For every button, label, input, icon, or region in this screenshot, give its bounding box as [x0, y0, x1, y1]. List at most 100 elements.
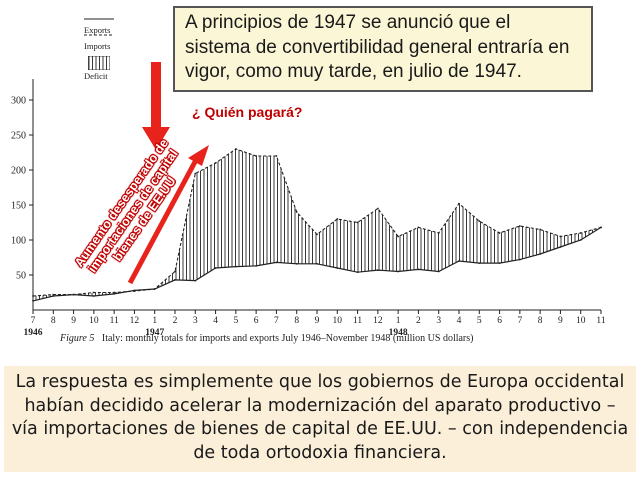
x-tick-label: 11	[596, 316, 605, 326]
export-point	[539, 253, 542, 255]
import-point	[478, 220, 481, 223]
legend-label: Deficit	[84, 71, 108, 82]
figure-caption: Figure 5 Italy: monthly totals for impor…	[60, 333, 474, 344]
legend-hatch-icon	[88, 56, 110, 71]
x-tick-label: 10	[576, 316, 586, 326]
series-lines	[32, 148, 602, 302]
figure-label: Figure 5	[60, 333, 95, 344]
y-tick-label: 200	[11, 166, 26, 177]
x-tick-label: 9	[71, 316, 76, 326]
x-tick-label: 9	[315, 316, 320, 326]
legend-item-imports: Imports	[84, 28, 120, 51]
export-point	[32, 300, 34, 302]
arrows	[127, 62, 209, 285]
convertibility-callout: A principios de 1947 se anunció que el s…	[173, 6, 593, 92]
x-tick-label: 6	[497, 316, 502, 326]
y-tick-label: 150	[11, 201, 26, 212]
export-point	[92, 295, 95, 297]
y-tick-label: 250	[11, 131, 26, 142]
year-label: 1946	[24, 328, 43, 338]
import-point	[417, 226, 420, 229]
up-arrow-head-icon	[188, 145, 209, 166]
legend-label: Exports	[84, 25, 111, 35]
export-point	[295, 262, 298, 265]
export-point	[174, 279, 176, 281]
export-point	[579, 239, 582, 241]
import-point	[174, 270, 176, 273]
x-tick-label: 6	[254, 316, 259, 326]
export-point	[194, 279, 197, 282]
import-point	[214, 162, 217, 164]
import-point	[336, 218, 339, 220]
export-point	[498, 262, 501, 264]
import-point	[356, 221, 359, 224]
x-tick-label: 8	[294, 316, 299, 326]
x-tick-label: 4	[457, 316, 462, 326]
export-point	[397, 270, 400, 273]
x-tick-label: 7	[517, 316, 522, 326]
export-point	[376, 269, 379, 271]
legend-dashed-line-icon	[84, 34, 114, 36]
import-point	[498, 232, 501, 234]
import-point	[458, 202, 460, 205]
year-label: 1948	[389, 328, 408, 338]
import-point	[153, 288, 156, 290]
export-point	[275, 261, 278, 264]
x-tick-label: 2	[173, 316, 178, 326]
x-tick-label: 10	[333, 316, 343, 326]
y-tick-label: 100	[11, 236, 26, 247]
legend-label: Imports	[84, 41, 111, 51]
x-tick-label: 9	[558, 316, 563, 326]
export-point	[113, 293, 116, 295]
x-tick-label: 1	[396, 316, 401, 326]
import-point	[32, 295, 34, 297]
import-point	[72, 293, 75, 296]
import-point	[255, 155, 258, 157]
x-tick-label: 8	[538, 316, 543, 326]
import-point	[518, 225, 521, 227]
import-point	[133, 290, 136, 292]
x-tick-label: 11	[353, 316, 362, 326]
x-tick-label: 4	[213, 316, 218, 326]
import-point	[316, 233, 318, 236]
x-tick-label: 7	[31, 316, 36, 326]
export-point	[478, 262, 481, 264]
export-point	[336, 267, 339, 269]
import-point	[275, 155, 278, 157]
export-point	[316, 262, 318, 265]
export-point	[417, 268, 420, 271]
y-tick-label: 50	[16, 271, 26, 282]
import-point	[559, 235, 562, 238]
import-point	[437, 232, 440, 234]
import-point	[295, 211, 298, 213]
conclusion-box: La respuesta es simplemente que los gobi…	[4, 366, 636, 472]
x-tick-label: 12	[373, 316, 383, 326]
import-point	[234, 148, 237, 150]
up-arrow-line	[127, 158, 199, 285]
x-tick-label: 12	[130, 316, 140, 326]
export-point	[356, 271, 359, 274]
x-tick-label: 7	[274, 316, 279, 326]
x-tick-label: 8	[51, 316, 56, 326]
import-point	[579, 232, 582, 234]
x-tick-label: 11	[110, 316, 119, 326]
x-tick-label: 2	[416, 316, 421, 326]
question-label: ¿ Quién pagará?	[192, 104, 303, 120]
export-point	[518, 258, 521, 261]
import-point	[600, 226, 602, 229]
legend-solid-line-icon	[84, 18, 114, 20]
x-tick-label: 5	[233, 316, 238, 326]
import-point	[376, 207, 379, 210]
x-tick-label: 5	[477, 316, 482, 326]
import-point	[113, 291, 116, 294]
export-point	[214, 267, 217, 269]
import-point	[539, 228, 542, 231]
import-point	[194, 172, 197, 175]
x-tick-label: 1	[152, 316, 157, 326]
x-tick-label: 10	[89, 316, 99, 326]
year-label: 1947	[145, 328, 164, 338]
export-point	[255, 265, 258, 267]
figure-caption-text: Italy: monthly totals for imports and ex…	[101, 333, 474, 344]
